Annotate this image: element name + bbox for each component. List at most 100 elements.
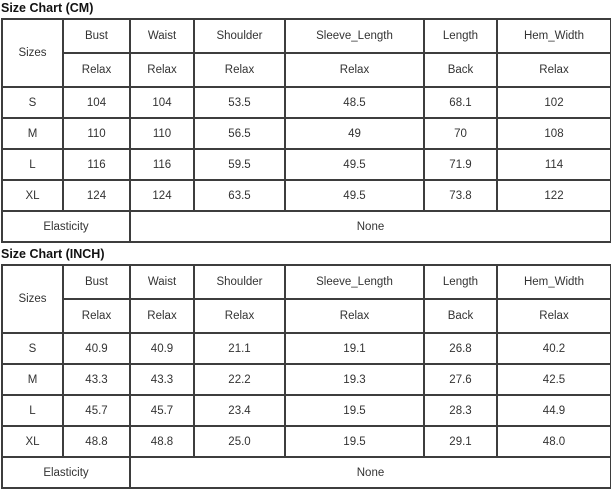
value-cell: 49.5 (284, 148, 425, 181)
subheader-waist: Relax (129, 298, 195, 334)
subheader-bust: Relax (62, 298, 131, 334)
value-cell: 40.9 (62, 332, 131, 365)
column-header-bust: Bust (62, 18, 131, 54)
value-cell: 43.3 (129, 363, 195, 396)
size-cell: XL (1, 179, 64, 212)
value-cell: 25.0 (193, 425, 286, 458)
size-chart-inch-title: Size Chart (INCH) (1, 247, 105, 261)
size-cell: M (1, 363, 64, 396)
value-cell: 44.9 (496, 394, 611, 427)
column-header-length: Length (423, 18, 498, 54)
value-cell: 48.8 (129, 425, 195, 458)
subheader-waist: Relax (129, 52, 195, 88)
sizes-corner-cell: Sizes (1, 18, 64, 88)
value-cell: 43.3 (62, 363, 131, 396)
value-cell: 23.4 (193, 394, 286, 427)
subheader-shoulder: Relax (193, 298, 286, 334)
table-row-m: M 43.3 43.3 22.2 19.3 27.6 42.5 (1, 363, 611, 396)
value-cell: 104 (62, 86, 131, 119)
column-header-sleeve-length: Sleeve_Length (284, 264, 425, 300)
value-cell: 122 (496, 179, 611, 212)
value-cell: 27.6 (423, 363, 498, 396)
value-cell: 110 (62, 117, 131, 150)
column-header-shoulder: Shoulder (193, 264, 286, 300)
column-header-length: Length (423, 264, 498, 300)
value-cell: 124 (129, 179, 195, 212)
column-header-bust: Bust (62, 264, 131, 300)
value-cell: 26.8 (423, 332, 498, 365)
subheader-length: Back (423, 52, 498, 88)
size-cell: M (1, 117, 64, 150)
subheader-row: Relax Relax Relax Relax Back Relax (2, 298, 611, 334)
value-cell: 21.1 (193, 332, 286, 365)
column-header-waist: Waist (129, 264, 195, 300)
value-cell: 108 (496, 117, 611, 150)
value-cell: 68.1 (423, 86, 498, 119)
value-cell: 110 (129, 117, 195, 150)
value-cell: 48.5 (284, 86, 425, 119)
value-cell: 63.5 (193, 179, 286, 212)
value-cell: 73.8 (423, 179, 498, 212)
value-cell: 49.5 (284, 179, 425, 212)
elasticity-label-cell: Elasticity (1, 210, 131, 243)
value-cell: 114 (496, 148, 611, 181)
table-row-l: L 116 116 59.5 49.5 71.9 114 (1, 148, 611, 181)
value-cell: 53.5 (193, 86, 286, 119)
table-row-xl: XL 48.8 48.8 25.0 19.5 29.1 48.0 (1, 425, 611, 458)
column-header-shoulder: Shoulder (193, 18, 286, 54)
value-cell: 102 (496, 86, 611, 119)
size-cell: L (1, 394, 64, 427)
subheader-hem-width: Relax (496, 298, 611, 334)
column-header-sleeve-length: Sleeve_Length (284, 18, 425, 54)
value-cell: 116 (129, 148, 195, 181)
header-row: Sizes Bust Waist Shoulder Sleeve_Length … (1, 18, 611, 88)
size-chart-inch-table: Sizes Bust Waist Shoulder Sleeve_Length … (1, 264, 611, 489)
value-cell: 124 (62, 179, 131, 212)
subheader-shoulder: Relax (193, 52, 286, 88)
value-cell: 19.3 (284, 363, 425, 396)
value-cell: 56.5 (193, 117, 286, 150)
elasticity-row: Elasticity None (1, 210, 611, 243)
subheader-hem-width: Relax (496, 52, 611, 88)
column-header-hem-width: Hem_Width (496, 264, 611, 300)
value-cell: 19.1 (284, 332, 425, 365)
value-cell: 45.7 (129, 394, 195, 427)
value-cell: 40.9 (129, 332, 195, 365)
elasticity-value-cell: None (129, 456, 611, 489)
value-cell: 71.9 (423, 148, 498, 181)
subheader-length: Back (423, 298, 498, 334)
subheader-row: Relax Relax Relax Relax Back Relax (2, 52, 611, 88)
value-cell: 49 (284, 117, 425, 150)
table-row-l: L 45.7 45.7 23.4 19.5 28.3 44.9 (1, 394, 611, 427)
value-cell: 48.8 (62, 425, 131, 458)
value-cell: 40.2 (496, 332, 611, 365)
value-cell: 29.1 (423, 425, 498, 458)
value-cell: 70 (423, 117, 498, 150)
elasticity-row: Elasticity None (1, 456, 611, 489)
size-chart-cm-title: Size Chart (CM) (1, 1, 94, 15)
header-row: Sizes Bust Waist Shoulder Sleeve_Length … (1, 264, 611, 334)
value-cell: 48.0 (496, 425, 611, 458)
column-header-hem-width: Hem_Width (496, 18, 611, 54)
table-row-m: M 110 110 56.5 49 70 108 (1, 117, 611, 150)
subheader-sleeve-length: Relax (284, 298, 425, 334)
table-row-xl: XL 124 124 63.5 49.5 73.8 122 (1, 179, 611, 212)
value-cell: 116 (62, 148, 131, 181)
value-cell: 59.5 (193, 148, 286, 181)
subheader-bust: Relax (62, 52, 131, 88)
value-cell: 45.7 (62, 394, 131, 427)
value-cell: 22.2 (193, 363, 286, 396)
value-cell: 28.3 (423, 394, 498, 427)
size-cell: S (1, 332, 64, 365)
size-chart-inch-section: Size Chart (INCH) Sizes Bust Waist Shoul… (0, 243, 611, 489)
sizes-corner-cell: Sizes (1, 264, 64, 334)
value-cell: 19.5 (284, 394, 425, 427)
elasticity-label-cell: Elasticity (1, 456, 131, 489)
table-row-s: S 40.9 40.9 21.1 19.1 26.8 40.2 (1, 332, 611, 365)
table-row-s: S 104 104 53.5 48.5 68.1 102 (1, 86, 611, 119)
value-cell: 19.5 (284, 425, 425, 458)
size-cell: S (1, 86, 64, 119)
size-cell: L (1, 148, 64, 181)
value-cell: 104 (129, 86, 195, 119)
size-cell: XL (1, 425, 64, 458)
